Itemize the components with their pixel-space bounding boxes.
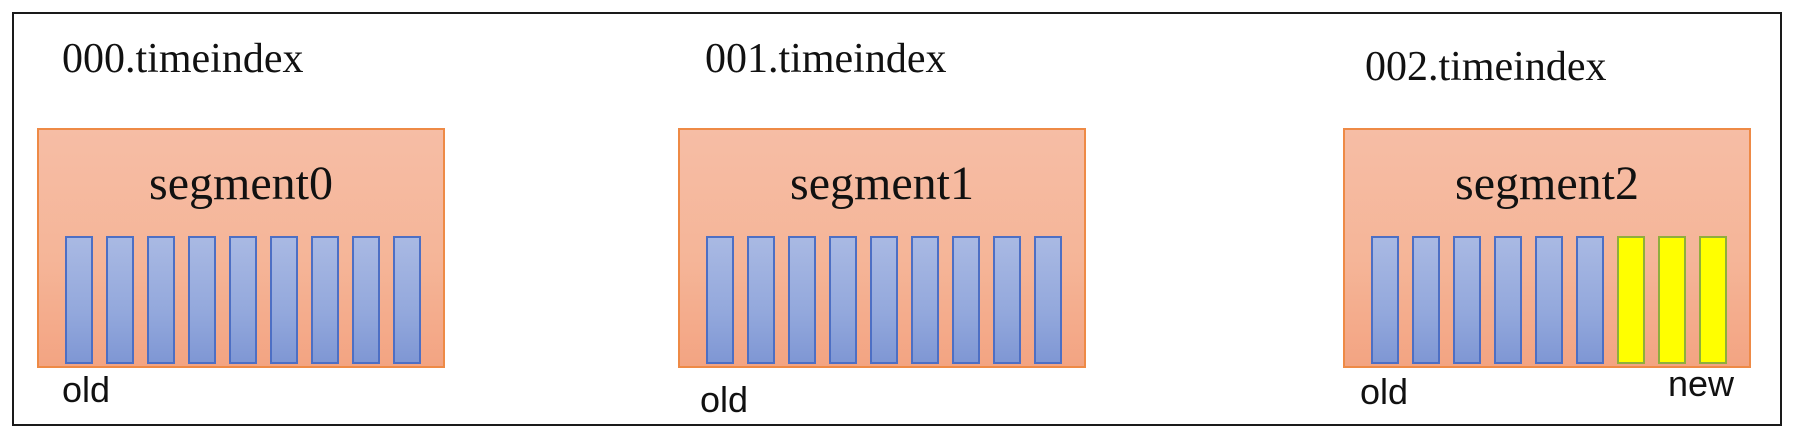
index-file-label-2: 002.timeindex — [1365, 44, 1607, 90]
old-index-entry — [147, 236, 175, 364]
index-file-label-0: 000.timeindex — [62, 36, 304, 82]
old-index-entry — [352, 236, 380, 364]
segment-title-0: segment0 — [149, 157, 333, 210]
old-index-entry — [65, 236, 93, 364]
old-index-entry — [706, 236, 734, 364]
new-index-entry — [1699, 236, 1727, 364]
old-index-entry — [311, 236, 339, 364]
segment-slots-1 — [706, 236, 1066, 366]
old-index-entry — [829, 236, 857, 364]
old-index-entry — [1576, 236, 1604, 364]
segment-slots-0 — [65, 236, 425, 366]
old-index-entry — [188, 236, 216, 364]
old-marker-0: old — [62, 369, 111, 410]
old-index-entry — [393, 236, 421, 364]
segment-slots-2 — [1371, 236, 1731, 366]
segment-box-2: segment2 — [1343, 128, 1751, 368]
old-index-entry — [952, 236, 980, 364]
old-index-entry — [788, 236, 816, 364]
old-index-entry — [1453, 236, 1481, 364]
old-index-entry — [870, 236, 898, 364]
new-index-entry — [1617, 236, 1645, 364]
new-index-entry — [1658, 236, 1686, 364]
segment-box-0: segment0 — [37, 128, 445, 368]
old-index-entry — [106, 236, 134, 364]
new-marker-2: new — [1668, 363, 1735, 404]
segment-title-2: segment2 — [1455, 157, 1639, 210]
old-index-entry — [229, 236, 257, 364]
old-index-entry — [1412, 236, 1440, 364]
segment-title-1: segment1 — [790, 157, 974, 210]
old-index-entry — [1034, 236, 1062, 364]
old-index-entry — [270, 236, 298, 364]
old-index-entry — [1494, 236, 1522, 364]
old-index-entry — [1371, 236, 1399, 364]
old-index-entry — [993, 236, 1021, 364]
old-index-entry — [911, 236, 939, 364]
index-file-label-1: 001.timeindex — [705, 36, 947, 82]
old-index-entry — [747, 236, 775, 364]
old-marker-2: old — [1360, 371, 1409, 412]
segment-box-1: segment1 — [678, 128, 1086, 368]
old-marker-1: old — [700, 379, 749, 420]
old-index-entry — [1535, 236, 1563, 364]
